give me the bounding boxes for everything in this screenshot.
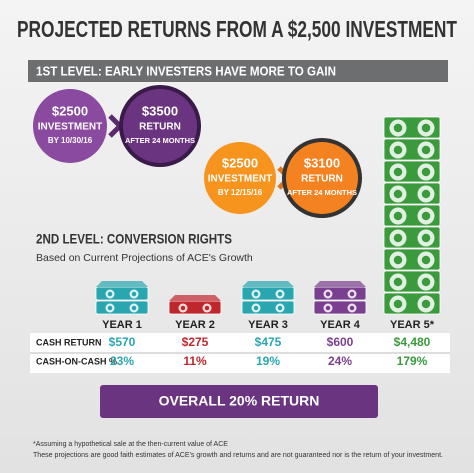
cell-value: 11% — [183, 354, 207, 368]
return-amount: $3100 — [304, 155, 340, 170]
bill-seal-core — [421, 123, 431, 133]
bill-seal-core — [204, 305, 210, 311]
cell-value: 19% — [256, 354, 280, 368]
level1-band — [28, 60, 448, 82]
bill-stacks — [95, 116, 441, 315]
bill-seal-core — [393, 167, 403, 177]
cell-value: 179% — [397, 354, 428, 368]
column-header: YEAR 4 — [320, 319, 361, 331]
column-header: YEAR 3 — [248, 319, 288, 331]
cell-value: $570 — [109, 335, 136, 349]
bill-seal-core — [393, 145, 403, 155]
level1-heading: 1ST LEVEL: EARLY INVESTERS HAVE MORE TO … — [36, 63, 336, 78]
bill — [168, 300, 222, 315]
bill — [241, 286, 295, 301]
summary-button — [100, 385, 378, 418]
bill-seal-core — [421, 167, 431, 177]
bill-seal-core — [421, 211, 431, 221]
bill-seal-core — [393, 277, 403, 287]
bill-seal-core — [277, 291, 283, 297]
investment-label: INVESTMENT — [208, 174, 272, 185]
summary: OVERALL 20% RETURN — [159, 393, 320, 409]
return-circle — [286, 142, 358, 214]
bill-seal-core — [421, 277, 431, 287]
return-label: RETURN — [139, 122, 181, 133]
title: PROJECTED RETURNS FROM A $2,500 INVESTME… — [17, 16, 457, 42]
bill-seal-core — [421, 189, 431, 199]
bill-seal-core — [421, 299, 431, 309]
column-header: YEAR 5* — [390, 319, 435, 331]
bill-seal-core — [421, 233, 431, 243]
investment-label: INVESTMENT — [38, 122, 102, 133]
footnote: These projections are good faith estimat… — [33, 452, 443, 459]
bill-seal-core — [421, 145, 431, 155]
footnote: *Assuming a hypothetical sale at the the… — [33, 441, 228, 448]
return-amount: $3500 — [142, 103, 178, 118]
bill-seal-core — [180, 305, 186, 311]
return-circle — [123, 89, 197, 163]
level2-heading: 2ND LEVEL: CONVERSION RIGHTS — [36, 231, 232, 247]
cell-value: 24% — [328, 354, 352, 368]
cell-value: 23% — [110, 354, 134, 368]
row-label: CASH-ON-CASH % — [36, 356, 117, 366]
investment-amount: $2500 — [52, 103, 88, 118]
bill-seal-core — [349, 305, 355, 311]
investment-date: BY 12/15/16 — [218, 188, 263, 197]
investment-circle — [33, 89, 107, 163]
bill-seal-core — [349, 291, 355, 297]
investment-circle — [204, 142, 276, 214]
cell-value: $600 — [327, 335, 354, 349]
bill-seal-core — [393, 189, 403, 199]
bill-seal-core — [107, 291, 113, 297]
investment-date: BY 10/30/16 — [48, 136, 93, 145]
cell-value: $475 — [255, 335, 282, 349]
return-term: AFTER 24 MONTHS — [125, 136, 195, 145]
bill — [313, 300, 367, 315]
bill-seal-core — [393, 299, 403, 309]
bill-flap — [314, 281, 366, 287]
return-label: RETURN — [301, 174, 343, 185]
bill — [95, 300, 149, 315]
bill-seal-core — [107, 305, 113, 311]
bill-seal-core — [393, 211, 403, 221]
bill-flap — [96, 281, 148, 287]
bill-seal-core — [277, 305, 283, 311]
bill-seal-core — [131, 305, 137, 311]
bill-seal-core — [325, 291, 331, 297]
returns-table: YEAR 1 YEAR 2 YEAR 3 YEAR 4 YEAR 5* CASH RETU… — [36, 319, 435, 368]
return-term: AFTER 24 MONTHS — [287, 188, 357, 197]
bill-flap — [242, 281, 294, 287]
cell-value: $4,480 — [394, 335, 431, 349]
investment-amount: $2500 — [222, 155, 258, 170]
bill-seal-core — [253, 291, 259, 297]
bill-seal-core — [393, 233, 403, 243]
cell-value: $275 — [182, 335, 209, 349]
column-header: YEAR 1 — [102, 319, 142, 331]
level2-subheading: Based on Current Projections of ACE's Gr… — [36, 252, 253, 264]
bill-seal-core — [421, 255, 431, 265]
bill-seal-core — [325, 305, 331, 311]
bill — [313, 286, 367, 301]
bill-seal-core — [253, 305, 259, 311]
bill — [95, 286, 149, 301]
bill-seal-core — [393, 123, 403, 133]
row-label: CASH RETURN — [36, 337, 102, 347]
column-header: YEAR 2 — [175, 319, 215, 331]
bill-seal-core — [131, 291, 137, 297]
bill — [241, 300, 295, 315]
bill-seal-core — [393, 255, 403, 265]
bill-flap — [169, 295, 221, 301]
